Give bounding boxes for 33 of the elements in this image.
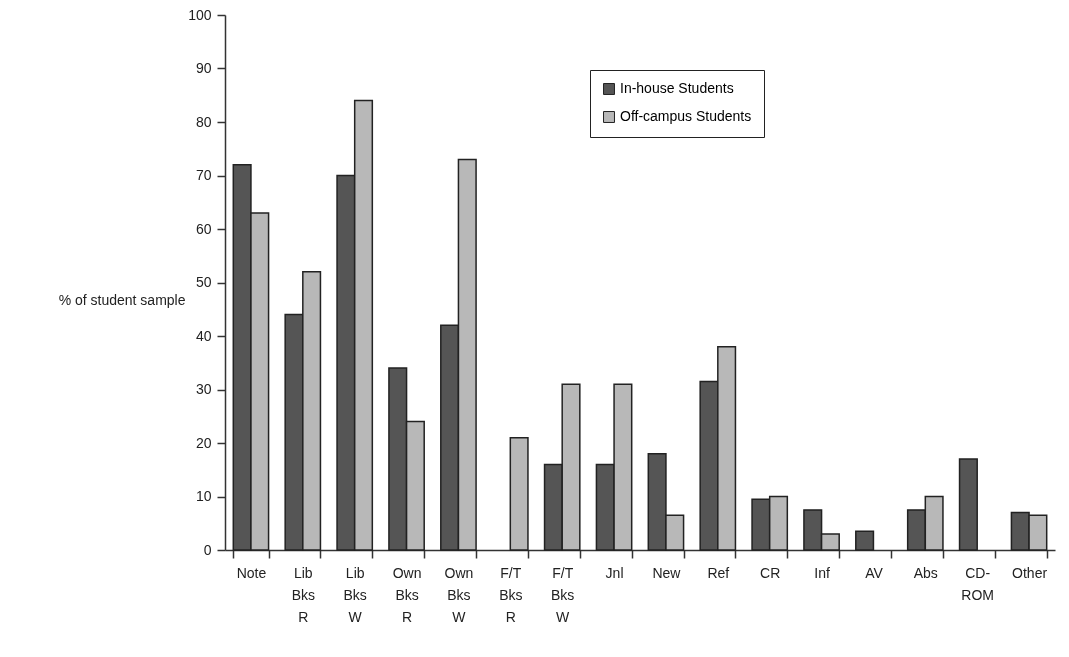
x-tick-label: F/T Bks R — [499, 564, 523, 625]
x-tick-label: Jnl — [605, 564, 624, 581]
y-tick-label: 100 — [188, 6, 212, 23]
bar — [509, 436, 529, 551]
y-axis-title: % of student sample — [58, 291, 186, 308]
y-tick-label: 60 — [195, 220, 212, 237]
x-tick-label: Inf — [814, 564, 830, 581]
y-tick-label: 30 — [195, 381, 212, 397]
x-tick-label: AV — [865, 564, 884, 581]
x-tick-label: Ref — [707, 564, 730, 581]
x-tick-label: Abs — [913, 564, 938, 581]
y-tick-label: 50 — [195, 274, 212, 290]
legend-label: Off-campus Students — [620, 108, 752, 124]
y-tick-label: 90 — [195, 60, 212, 76]
y-tick-label: 80 — [195, 113, 212, 130]
y-tick-label: 20 — [195, 434, 212, 451]
bar — [958, 458, 978, 551]
x-tick-label: Lib Bks R — [291, 564, 315, 625]
bar — [855, 530, 875, 551]
x-tick-label: Other — [1012, 564, 1048, 581]
x-tick-label: Own Bks W — [444, 564, 474, 625]
x-tick-label: Own Bks R — [392, 564, 422, 625]
x-tick-label: Note — [236, 564, 267, 581]
y-tick-label: 10 — [195, 488, 212, 504]
x-tick-label: Lib Bks W — [343, 564, 367, 625]
x-tick-label: New — [652, 564, 682, 581]
y-tick-label: 40 — [195, 327, 212, 344]
legend-label: In-house Students — [620, 80, 734, 96]
x-tick-label: CR — [760, 564, 781, 581]
x-tick-label: CD- ROM — [961, 564, 995, 603]
x-tick-label: F/T Bks W — [551, 564, 575, 625]
y-tick-label: 0 — [203, 541, 212, 558]
y-tick-label: 70 — [195, 167, 212, 183]
